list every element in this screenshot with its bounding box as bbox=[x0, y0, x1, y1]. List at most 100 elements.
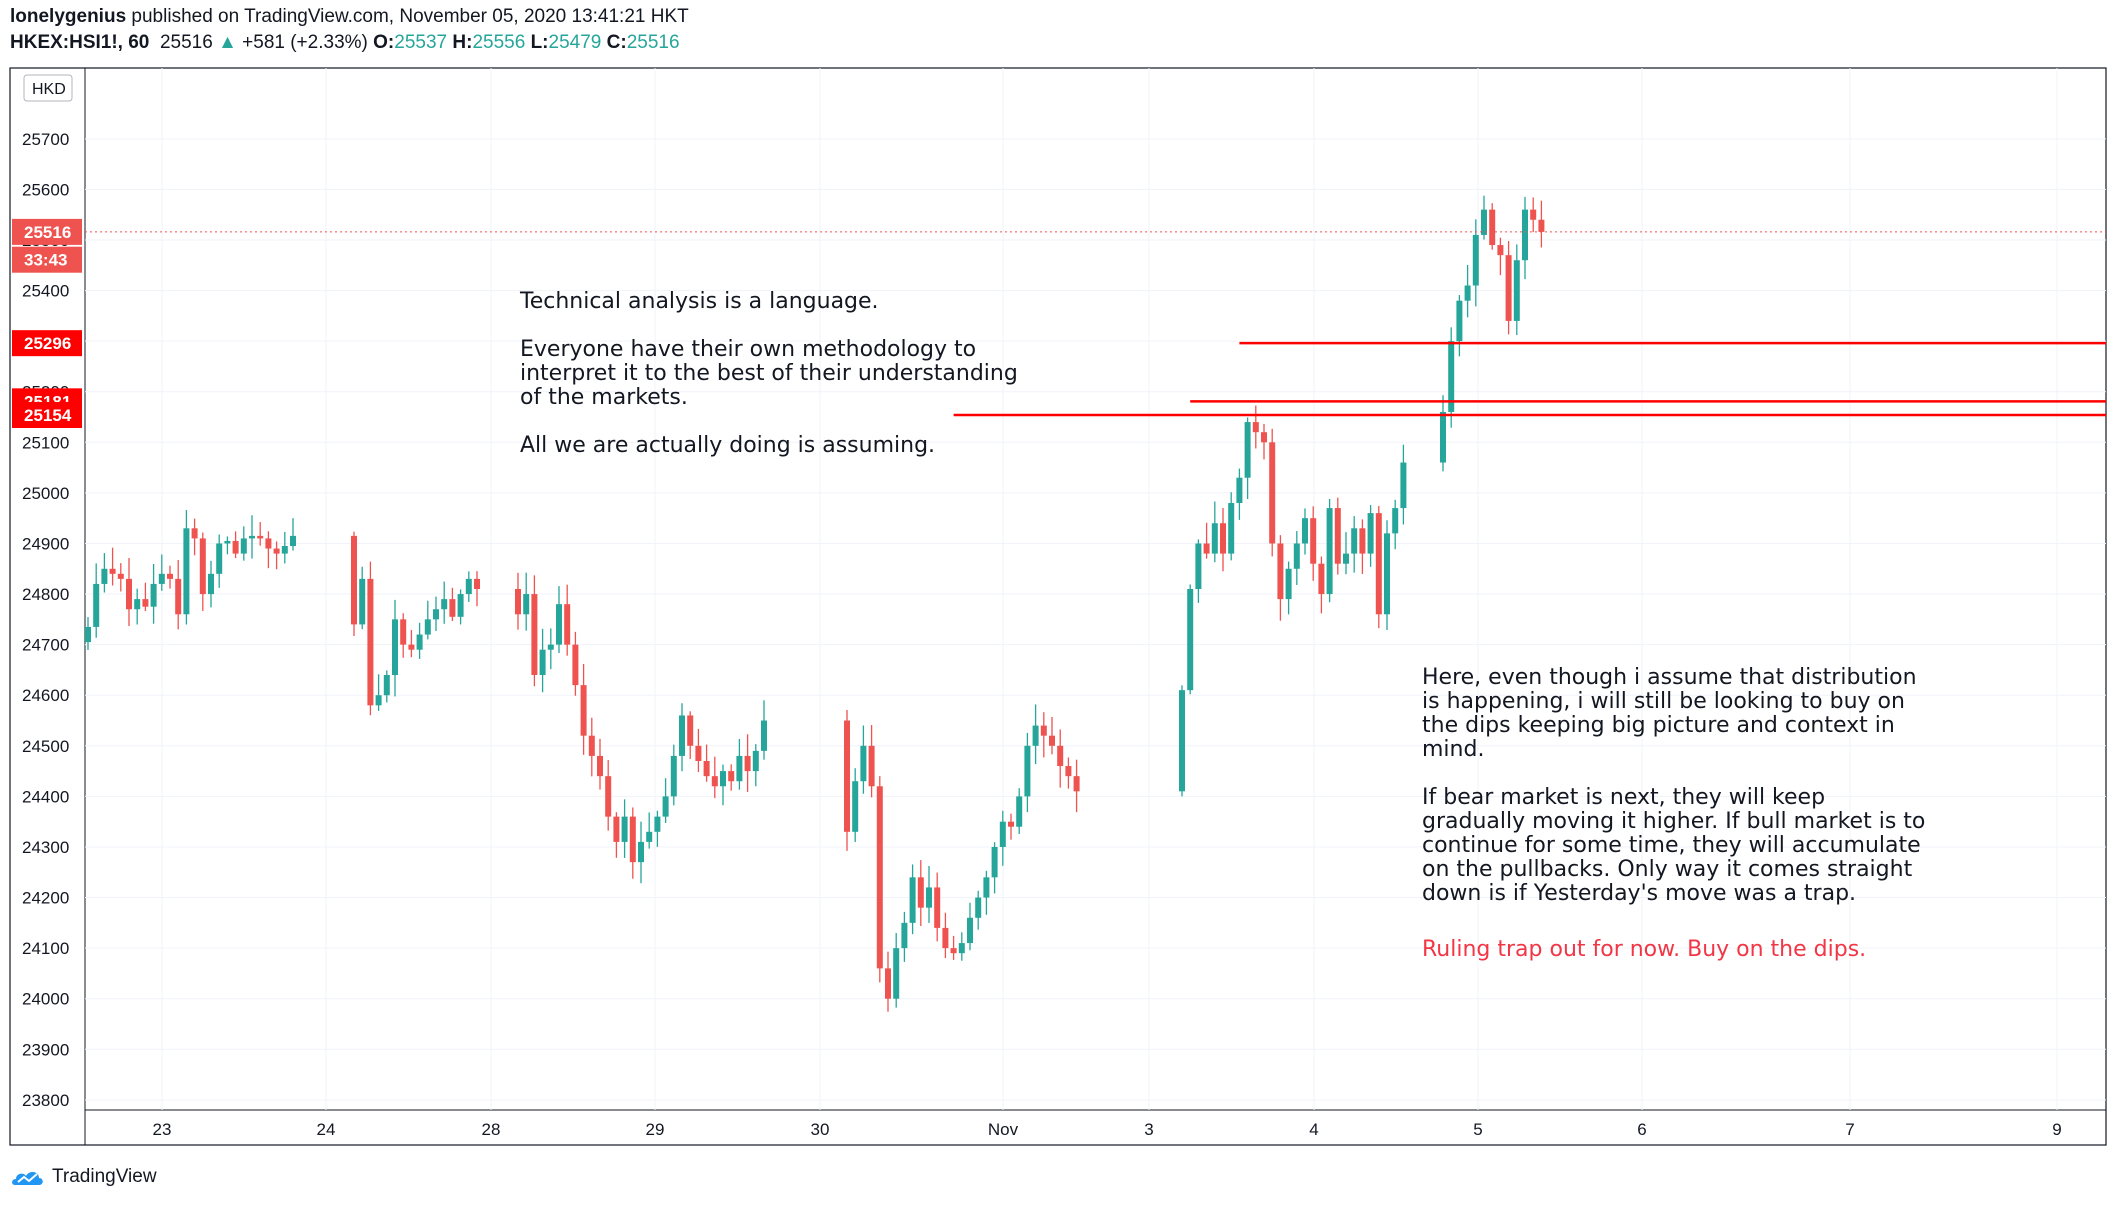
candle-body bbox=[531, 594, 538, 675]
x-tick-label: 23 bbox=[153, 1120, 172, 1139]
candle-body bbox=[1464, 285, 1471, 301]
candle-body bbox=[1343, 553, 1349, 564]
candle-body bbox=[695, 745, 702, 761]
candle-body bbox=[736, 755, 743, 782]
candle-body bbox=[1359, 528, 1366, 554]
y-tick-label: 23900 bbox=[22, 1040, 69, 1059]
tradingview-brand: TradingView bbox=[52, 1166, 157, 1187]
candle-body bbox=[1440, 411, 1446, 463]
candle-body bbox=[1384, 533, 1390, 615]
candle-body bbox=[662, 796, 669, 817]
y-tick-label: 25400 bbox=[22, 282, 69, 301]
candle-body bbox=[1244, 422, 1251, 478]
candle-body bbox=[1326, 508, 1333, 595]
note-left: Technical analysis is a language. Everyo… bbox=[520, 289, 1018, 458]
candle-body bbox=[926, 887, 932, 908]
candle-body bbox=[1065, 766, 1072, 777]
candle-body bbox=[408, 644, 415, 650]
candle-body bbox=[523, 594, 530, 615]
author-name[interactable]: lonelygenius bbox=[10, 6, 127, 27]
candle-body bbox=[1187, 589, 1194, 691]
x-tick-label: Nov bbox=[988, 1120, 1019, 1139]
candle-body bbox=[679, 715, 685, 756]
candle-body bbox=[126, 578, 132, 610]
candle-body bbox=[1285, 568, 1292, 600]
candle-body bbox=[1513, 260, 1520, 321]
candle-body bbox=[1489, 209, 1496, 246]
y-tick-label: 23800 bbox=[22, 1091, 69, 1110]
candle-body bbox=[885, 968, 891, 999]
candle-body bbox=[703, 760, 710, 777]
candle-body bbox=[1481, 209, 1487, 235]
triangle-up-icon: ▲ bbox=[218, 32, 237, 53]
candle-body bbox=[1261, 432, 1267, 443]
last-price: 25516 bbox=[159, 32, 213, 53]
open-label: O: bbox=[373, 32, 395, 53]
candle-body bbox=[1522, 209, 1528, 261]
candle-body bbox=[359, 578, 366, 625]
price-label-box bbox=[12, 218, 82, 245]
y-tick-label: 24900 bbox=[22, 534, 69, 553]
candle-body bbox=[1351, 528, 1358, 554]
candle-body bbox=[1318, 563, 1325, 595]
note-right-highlight: Ruling trap out for now. Buy on the dips… bbox=[1422, 937, 1867, 962]
y-tick-label: 24400 bbox=[22, 787, 69, 806]
candle-body bbox=[93, 583, 100, 627]
candle-body bbox=[950, 948, 957, 954]
low-value: 25479 bbox=[548, 32, 602, 53]
candle-body bbox=[1195, 543, 1202, 589]
candle-body bbox=[224, 540, 231, 544]
note-right: Here, even though i assume that distribu… bbox=[1422, 665, 1926, 906]
candle-body bbox=[934, 887, 941, 928]
candle-body bbox=[367, 578, 374, 706]
candle-body bbox=[1049, 735, 1055, 746]
candle-body bbox=[975, 897, 982, 918]
candle-body bbox=[556, 604, 562, 645]
candle-body bbox=[85, 626, 91, 643]
candle-body bbox=[134, 599, 141, 610]
candle-body bbox=[167, 573, 173, 579]
candle-body bbox=[1310, 518, 1317, 564]
candle-body bbox=[670, 755, 677, 797]
candle-body bbox=[638, 841, 644, 863]
tradingview-logo[interactable]: TradingView bbox=[10, 1166, 157, 1188]
candle-body bbox=[1024, 745, 1031, 797]
candle-body bbox=[876, 786, 883, 969]
candle-body bbox=[474, 578, 480, 589]
candle-body bbox=[1236, 477, 1243, 504]
x-tick-label: 28 bbox=[482, 1120, 501, 1139]
candle-body bbox=[967, 917, 973, 944]
candle-body bbox=[621, 816, 628, 842]
x-tick-label: 29 bbox=[646, 1120, 665, 1139]
candle-body bbox=[240, 538, 247, 554]
candle-body bbox=[457, 594, 464, 617]
price-label-box bbox=[12, 246, 82, 273]
candle-body bbox=[1334, 508, 1341, 564]
y-tick-label: 24100 bbox=[22, 939, 69, 958]
candle-body bbox=[588, 735, 595, 756]
candle-body bbox=[1211, 523, 1218, 554]
candle-body bbox=[711, 776, 718, 787]
tradingview-cloud-icon bbox=[12, 1172, 43, 1185]
candle-body bbox=[265, 538, 272, 549]
candle-body bbox=[515, 589, 521, 615]
candle-body bbox=[909, 877, 916, 923]
candle-body bbox=[1302, 518, 1308, 544]
candle-body bbox=[1016, 796, 1023, 827]
candle-body bbox=[424, 619, 431, 635]
candle-body bbox=[1293, 543, 1300, 569]
candle-body bbox=[183, 528, 190, 615]
candle-body bbox=[208, 573, 214, 595]
candle-body bbox=[893, 948, 900, 999]
candle-body bbox=[744, 755, 751, 772]
candle-body bbox=[1505, 255, 1512, 321]
candle-body bbox=[1008, 821, 1014, 827]
candle-body bbox=[199, 538, 206, 595]
candle-body bbox=[1400, 462, 1407, 509]
y-tick-label: 25100 bbox=[22, 433, 69, 452]
candle-body bbox=[613, 816, 620, 842]
candle-body bbox=[257, 535, 264, 539]
open-value: 25537 bbox=[394, 32, 448, 53]
candle-body bbox=[852, 781, 859, 832]
